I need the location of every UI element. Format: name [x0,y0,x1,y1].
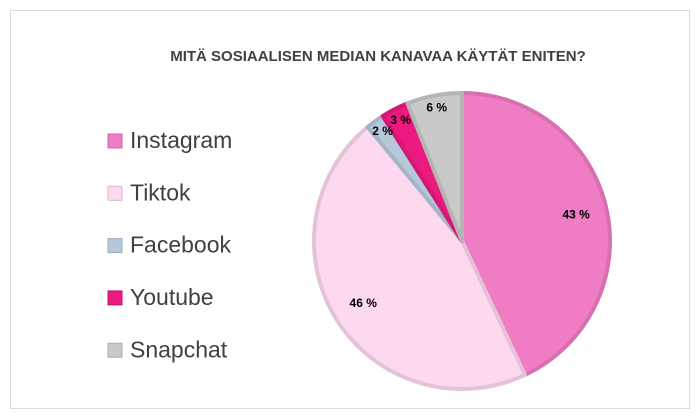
pie-slice [312,124,528,391]
legend-swatch [107,290,123,306]
legend-label: Snapchat [130,336,228,362]
legend-swatch [107,342,123,358]
pie-slice [405,91,464,243]
data-label: 43 % [563,208,591,222]
legend-label: Instagram [130,127,232,153]
data-label: 2 % [372,124,393,138]
legend-label: Tiktok [130,179,191,205]
chart-title: MITÄ SOSIAALISEN MEDIAN KANAVAA KÄYTÄT E… [170,48,586,65]
data-label: 3 % [390,113,411,127]
legend-swatch [107,133,123,149]
data-label: 6 % [426,101,447,115]
pie-slice [460,91,612,377]
legend-label: Facebook [130,232,232,258]
legend-swatch [107,185,123,201]
legend-swatch [107,238,123,254]
legend-label: Youtube [130,284,214,310]
data-label: 46 % [350,296,378,310]
